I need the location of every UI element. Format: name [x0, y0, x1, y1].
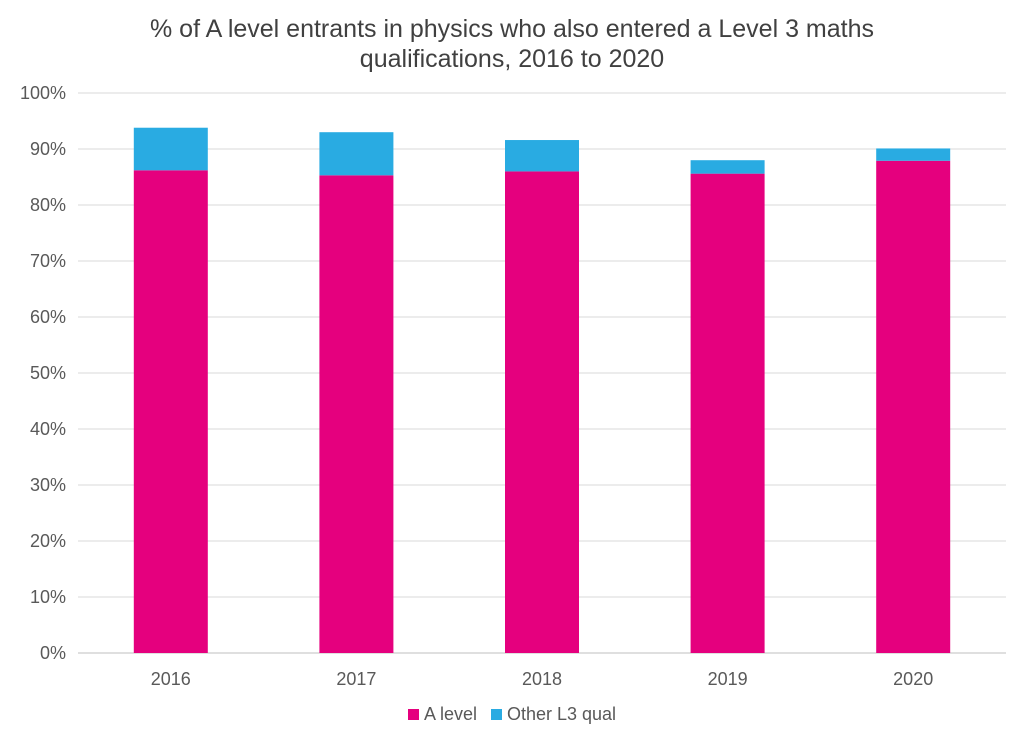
y-tick-label: 30%	[30, 475, 66, 495]
y-tick-label: 20%	[30, 531, 66, 551]
y-tick-label: 70%	[30, 251, 66, 271]
bar-other-l3-qual-2018	[505, 140, 579, 172]
legend-swatch	[490, 709, 502, 720]
x-tick-label: 2016	[151, 669, 191, 689]
x-tick-label: 2018	[522, 669, 562, 689]
legend-swatch	[407, 709, 419, 720]
y-tick-label: 10%	[30, 587, 66, 607]
x-tick-label: 2017	[336, 669, 376, 689]
y-tick-label: 60%	[30, 307, 66, 327]
bar-other-l3-qual-2017	[319, 132, 394, 176]
x-tick-label: 2019	[708, 669, 748, 689]
legend-label: Other L3 qual	[506, 704, 617, 724]
y-tick-label: 100%	[20, 83, 66, 103]
bar-a-level-2017	[319, 175, 394, 653]
chart-title-line-1: % of A level entrants in physics who als…	[149, 15, 875, 43]
bar-other-l3-qual-2016	[133, 127, 208, 171]
legend-label: A level	[423, 704, 477, 724]
y-tick-label: 40%	[30, 419, 66, 439]
bar-other-l3-qual-2019	[690, 160, 765, 174]
y-tick-label: 90%	[30, 139, 66, 159]
chart-title: % of A level entrants in physics who als…	[0, 14, 1024, 74]
bar-a-level-2016	[133, 170, 208, 653]
legend-item: Other L3 qual	[490, 704, 617, 725]
bar-other-l3-qual-2020	[876, 148, 951, 161]
bar-a-level-2020	[876, 160, 951, 653]
y-tick-label: 80%	[30, 195, 66, 215]
chart-title-line-2: qualifications, 2016 to 2020	[359, 45, 665, 73]
y-tick-label: 50%	[30, 363, 66, 383]
x-tick-label: 2020	[893, 669, 933, 689]
legend-item: A level	[407, 704, 477, 725]
chart-legend: A level Other L3 qual	[0, 704, 1024, 725]
bar-a-level-2019	[690, 173, 765, 653]
y-tick-label: 0%	[40, 643, 66, 663]
bar-a-level-2018	[505, 171, 579, 653]
